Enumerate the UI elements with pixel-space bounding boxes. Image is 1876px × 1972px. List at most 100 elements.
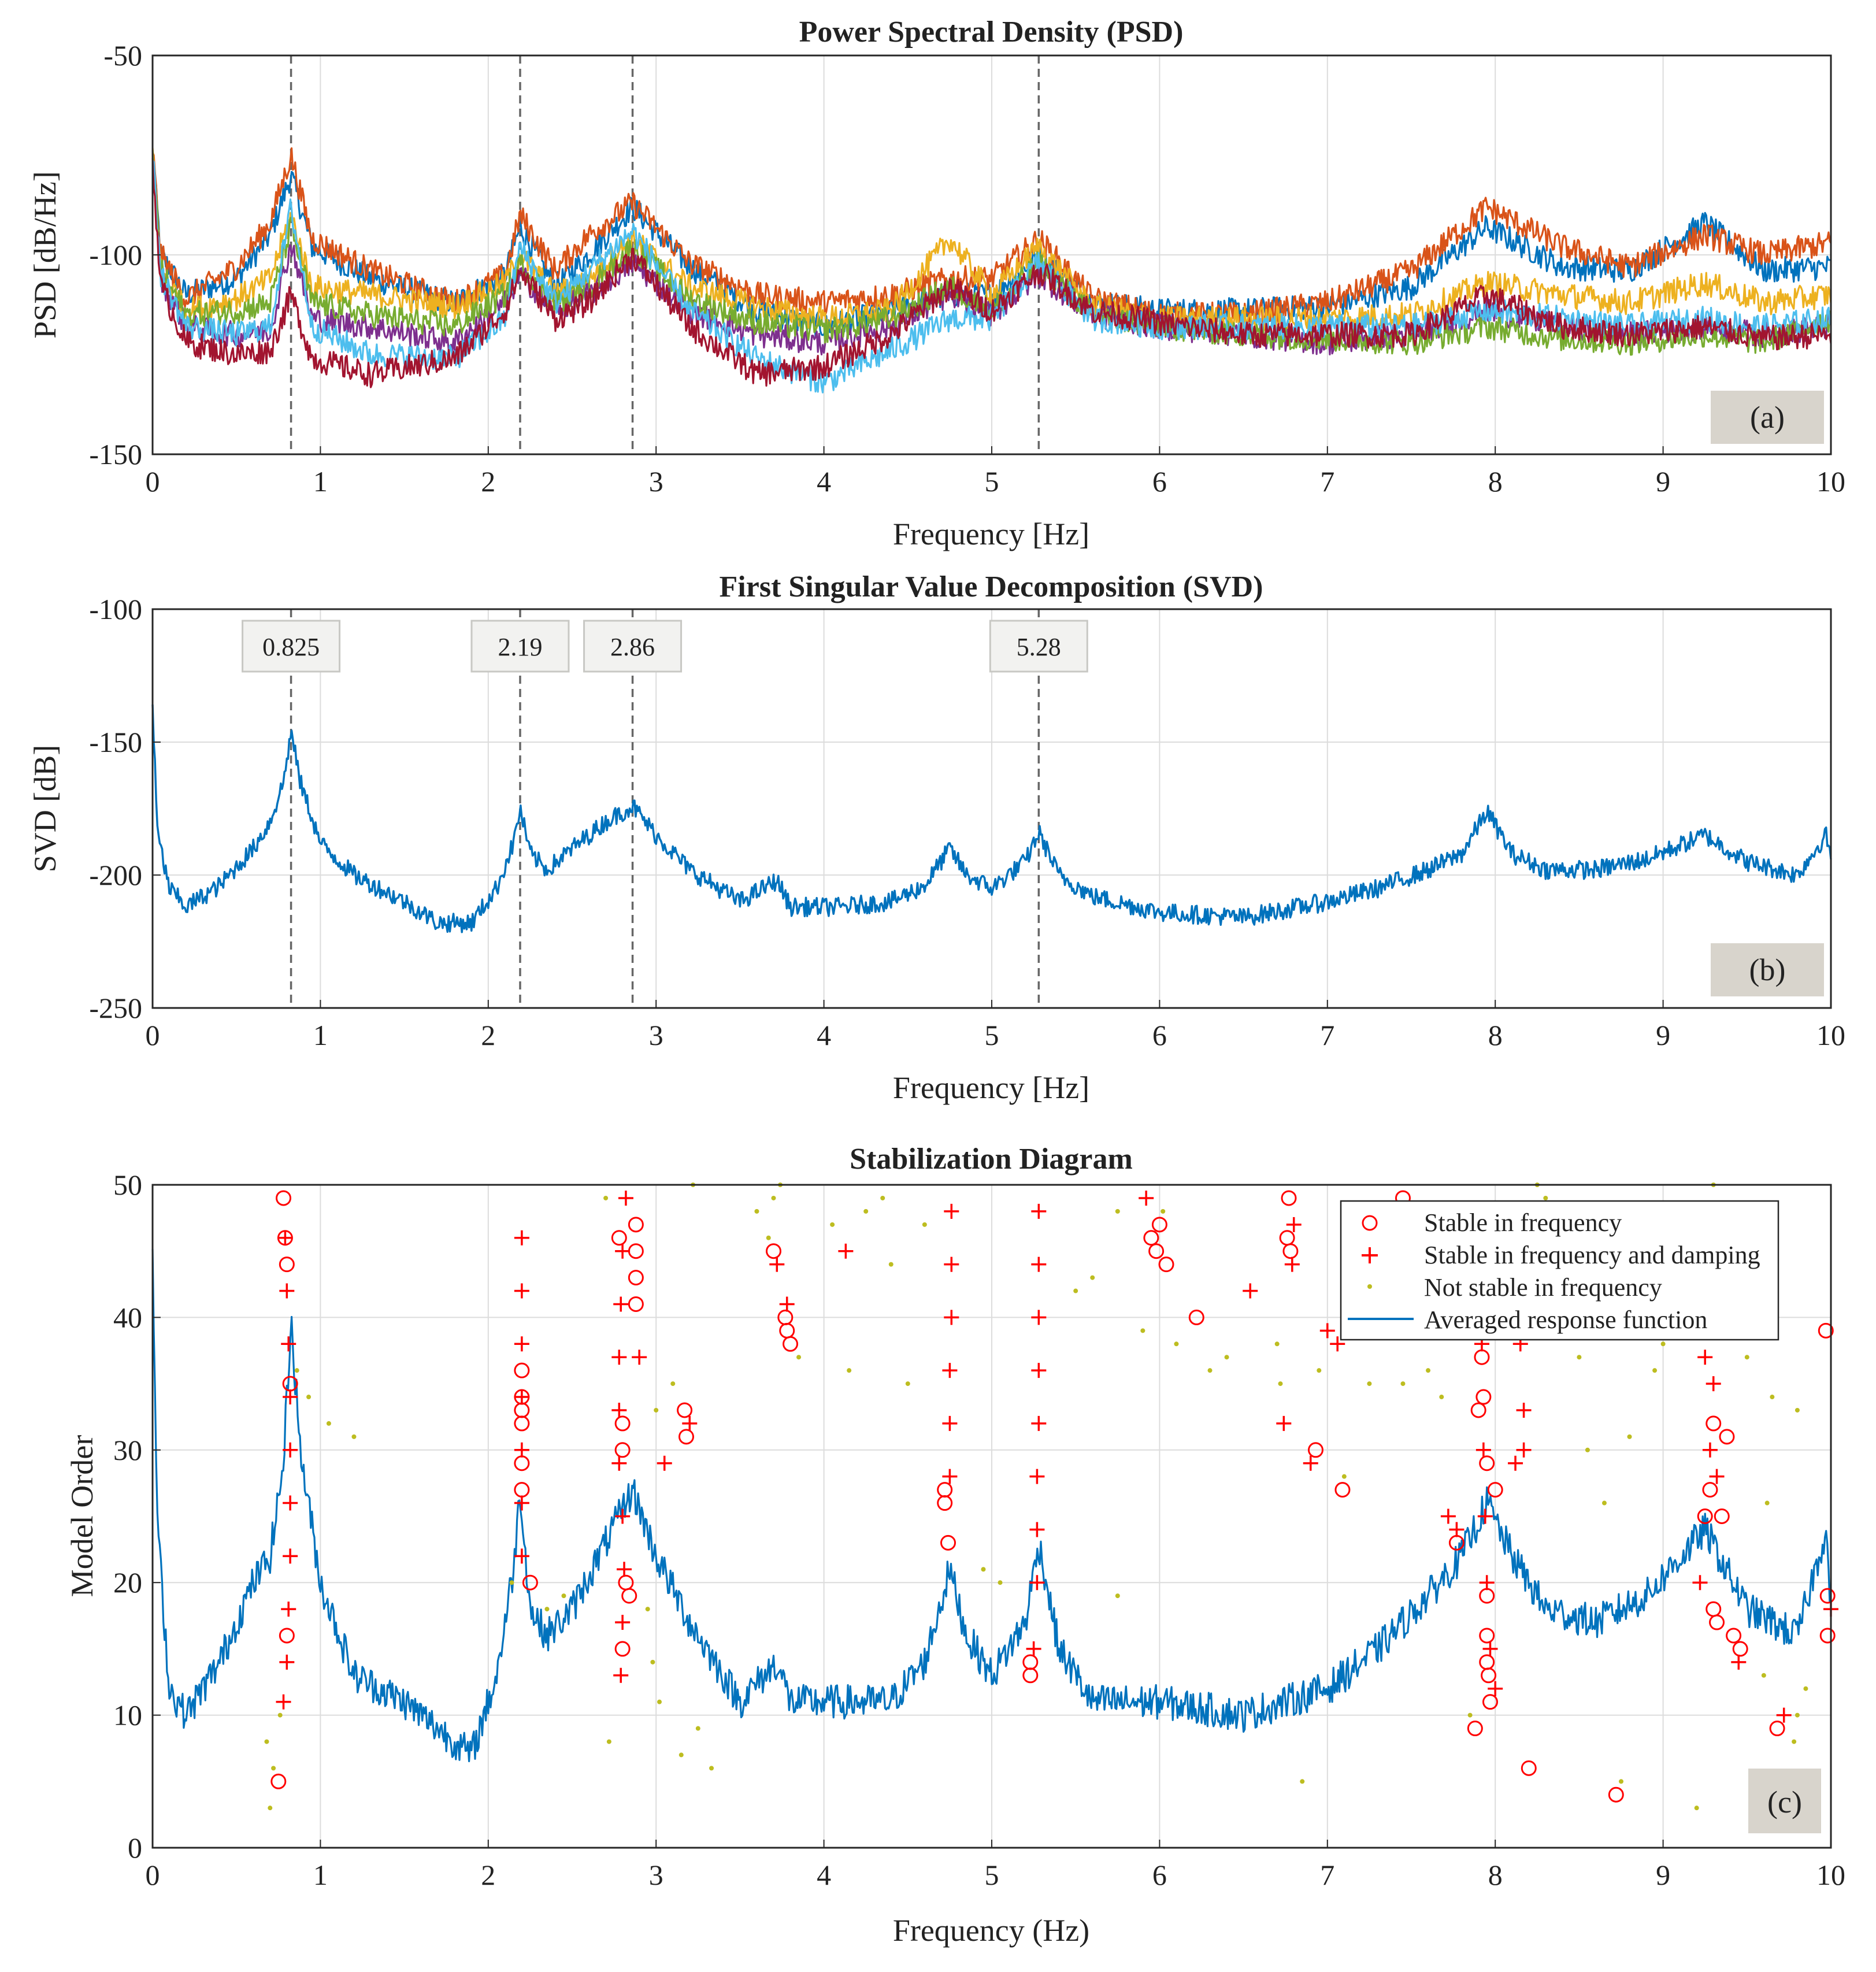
stable-damping-point — [514, 1548, 529, 1564]
svd-xtick-label: 7 — [1320, 1019, 1334, 1051]
stable-damping-point — [942, 1469, 958, 1484]
stable-damping-point — [1031, 1310, 1047, 1325]
stable-damping-point — [283, 1389, 298, 1405]
svd-peak-label: 5.28 — [1017, 633, 1061, 661]
stable-damping-point — [942, 1363, 958, 1378]
stable-damping-point — [283, 1495, 298, 1511]
not-stable-point — [1761, 1673, 1766, 1678]
stable-frequency-point — [611, 1230, 627, 1246]
stable-damping-point — [514, 1230, 529, 1246]
stab-legend: Stable in frequency Stable in frequency … — [1340, 1200, 1779, 1341]
svd-panel: First Singular Value Decomposition (SVD)… — [28, 570, 1845, 1105]
stable-damping-point — [1303, 1455, 1318, 1471]
not-stable-point — [754, 1209, 759, 1214]
stable-damping-point — [1031, 1363, 1047, 1378]
stable-frequency-point — [1479, 1628, 1495, 1644]
stable-damping-point — [1479, 1575, 1495, 1591]
svd-ytick-label: -100 — [89, 593, 142, 625]
svd-ylabel: SVD [dB] — [28, 745, 62, 873]
stab-ylabel: Model Order — [65, 1435, 99, 1597]
stable-frequency-point — [783, 1336, 799, 1352]
stable-frequency-point — [1479, 1588, 1495, 1604]
psd-xtick-label: 6 — [1152, 465, 1167, 498]
stable-damping-point — [276, 1694, 291, 1710]
not-stable-point — [1090, 1275, 1095, 1280]
stable-damping-point — [1330, 1336, 1345, 1352]
stable-damping-point — [277, 1230, 293, 1246]
not-stable-point — [1207, 1368, 1213, 1373]
not-stable-point — [606, 1739, 611, 1744]
psd-panel: Power Spectral Density (PSD) 0 1 2 3 4 5 6 7 8 9 1… — [28, 16, 1845, 551]
psd-ytick-label: -100 — [89, 239, 142, 271]
psd-ylabel: PSD [dB/Hz] — [28, 171, 62, 339]
stable-damping-point — [1516, 1442, 1532, 1458]
svd-panel-label-box — [1711, 943, 1824, 996]
psd-xtick-label: 0 — [146, 465, 160, 498]
stab-panel-label: (c) — [1767, 1785, 1802, 1819]
not-stable-point — [771, 1195, 776, 1200]
svd-peak-label: 2.19 — [498, 633, 542, 661]
psd-xtick-label: 9 — [1656, 465, 1670, 498]
stable-frequency-point — [1279, 1230, 1295, 1246]
not-stable-point — [1744, 1355, 1749, 1360]
stab-xtick-label: 5 — [985, 1859, 999, 1891]
stab-title: Stabilization Diagram — [850, 1143, 1133, 1176]
stab-ticks: 0 1 2 3 4 5 6 7 8 9 10 0 10 20 30 40 50 — [113, 1169, 1845, 1891]
stable-frequency-point — [282, 1376, 298, 1392]
not-stable-point — [1619, 1779, 1623, 1784]
legend-stable-frequency: Stable in frequency — [1424, 1209, 1622, 1237]
stable-frequency-point — [279, 1256, 295, 1273]
stab-panel-label-box — [1748, 1769, 1821, 1833]
svd-peak-label-box — [470, 620, 570, 673]
stable-frequency-point — [677, 1402, 693, 1418]
stab-xtick-label: 0 — [146, 1859, 160, 1891]
stable-damping-point — [632, 1350, 647, 1365]
stable-damping-point — [611, 1350, 627, 1365]
psd-ytick-label: -150 — [89, 438, 142, 470]
psd-xtick-label: 5 — [985, 465, 999, 498]
stable-frequency-point — [1706, 1415, 1722, 1432]
svd-series-line — [151, 705, 1832, 933]
svd-xtick-label: 3 — [649, 1019, 663, 1051]
stable-frequency-point — [279, 1628, 295, 1644]
stable-damping-point — [944, 1256, 959, 1272]
psd-xtick-label: 7 — [1320, 465, 1334, 498]
not-stable-point — [351, 1434, 357, 1439]
stable-damping-point — [942, 1415, 958, 1431]
svd-peak-label-box — [242, 620, 341, 673]
stable-damping-point — [1319, 1323, 1335, 1339]
not-stable-point — [1543, 1195, 1548, 1200]
stable-frequency-point — [1467, 1721, 1483, 1737]
svd-xlabel: Frequency [Hz] — [893, 1070, 1089, 1105]
svd-panel-label: (b) — [1749, 952, 1786, 987]
svd-title: First Singular Value Decomposition (SVD) — [720, 570, 1263, 603]
svd-xtick-label: 9 — [1656, 1019, 1670, 1051]
stable-frequency-point — [270, 1773, 287, 1789]
stabilization-panel: Stabilization Diagram 0 1 2 3 4 5 6 7 8 9 10 0 10 20 3… — [65, 1143, 1845, 1948]
psd-xtick-label: 1 — [313, 465, 328, 498]
stable-frequency-point — [1697, 1508, 1713, 1524]
stable-frequency-point — [1769, 1721, 1785, 1737]
stable-damping-point — [1709, 1469, 1725, 1484]
stable-damping-point — [1031, 1203, 1047, 1219]
stable-damping-point — [611, 1455, 627, 1471]
stable-damping-point — [779, 1296, 795, 1312]
not-stable-point — [905, 1381, 910, 1387]
stable-damping-point — [1029, 1575, 1045, 1591]
stable-damping-point — [1031, 1415, 1047, 1431]
not-stable-point — [1300, 1779, 1305, 1784]
psd-plot-area — [151, 147, 1832, 394]
stable-frequency-point — [277, 1230, 293, 1246]
not-stable-point — [1367, 1381, 1372, 1387]
stable-frequency-point — [1706, 1601, 1722, 1617]
stable-frequency-point — [1448, 1534, 1465, 1551]
not-stable-point — [645, 1607, 650, 1612]
stable-frequency-point — [1709, 1614, 1725, 1630]
stable-damping-point — [613, 1296, 629, 1312]
not-stable-point — [766, 1235, 771, 1240]
stable-frequency-point — [1143, 1230, 1159, 1246]
stable-damping-point — [283, 1442, 298, 1458]
stable-damping-point — [514, 1336, 529, 1352]
not-stable-point — [268, 1806, 273, 1811]
stable-damping-point — [1697, 1350, 1713, 1365]
